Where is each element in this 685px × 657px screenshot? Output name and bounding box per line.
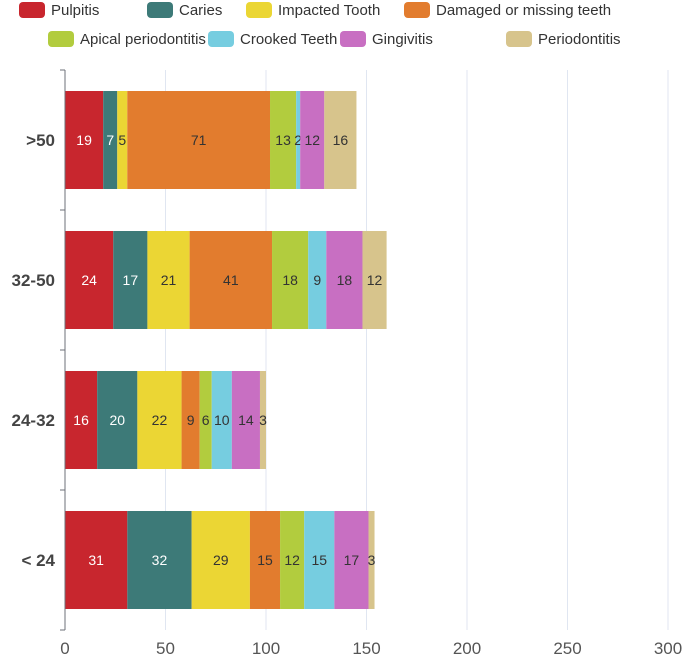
data-label-impacted-tooth-24: 29 xyxy=(213,552,229,568)
y-category-label-32-50: 32-50 xyxy=(12,271,55,290)
data-label-impacted-tooth-24-32: 22 xyxy=(152,412,168,428)
data-label-caries-24-32: 20 xyxy=(109,412,125,428)
bar-periodontitis-50 xyxy=(324,91,357,189)
data-label-gingivitis-32-50: 18 xyxy=(337,272,353,288)
data-label-crooked-teeth-24-32: 10 xyxy=(214,412,230,428)
x-tick-label-150: 150 xyxy=(352,639,380,657)
data-label-damaged-or-missing-teeth-24-32: 9 xyxy=(187,412,195,428)
data-label-apical-periodontitis-50: 13 xyxy=(275,132,291,148)
legend-label-caries[interactable]: Caries xyxy=(179,2,222,19)
data-label-gingivitis-50: 12 xyxy=(304,132,320,148)
data-label-crooked-teeth-32-50: 9 xyxy=(313,272,321,288)
data-label-gingivitis-24: 17 xyxy=(344,552,360,568)
data-label-periodontitis-50: 16 xyxy=(333,132,349,148)
bar-damaged-or-missing-teeth-32-50 xyxy=(189,231,273,329)
data-label-pulpitis-32-50: 24 xyxy=(81,272,97,288)
legend-label-damaged-or-missing-teeth[interactable]: Damaged or missing teeth xyxy=(436,2,611,19)
bar-crooked-teeth-32-50 xyxy=(308,231,327,329)
y-category-label-24-32: 24-32 xyxy=(12,411,55,430)
legend-label-apical-periodontitis[interactable]: Apical periodontitis xyxy=(80,31,206,48)
data-label-apical-periodontitis-24: 12 xyxy=(284,552,300,568)
bar-damaged-or-missing-teeth-24-32 xyxy=(181,371,200,469)
data-label-crooked-teeth-24: 15 xyxy=(311,552,327,568)
legend-swatch-damaged-or-missing-teeth[interactable] xyxy=(404,2,430,18)
data-label-caries-24: 32 xyxy=(152,552,168,568)
bar-crooked-teeth-50 xyxy=(296,91,301,189)
data-label-periodontitis-32-50: 12 xyxy=(367,272,383,288)
bar-caries-24 xyxy=(127,511,192,609)
bar-caries-50 xyxy=(103,91,118,189)
data-label-crooked-teeth-50: 2 xyxy=(294,132,302,148)
bar-pulpitis-50 xyxy=(65,91,104,189)
legend-swatch-pulpitis[interactable] xyxy=(19,2,45,18)
data-label-damaged-or-missing-teeth-32-50: 41 xyxy=(223,272,239,288)
legend-label-crooked-teeth[interactable]: Crooked Teeth xyxy=(240,31,337,48)
bar-damaged-or-missing-teeth-50 xyxy=(127,91,271,189)
legend-swatch-impacted-tooth[interactable] xyxy=(246,2,272,18)
bar-gingivitis-24-32 xyxy=(231,371,260,469)
y-category-label-50: >50 xyxy=(26,131,55,150)
bar-impacted-tooth-50 xyxy=(117,91,128,189)
x-tick-label-200: 200 xyxy=(453,639,481,657)
legend-swatch-caries[interactable] xyxy=(147,2,173,18)
legend-label-pulpitis[interactable]: Pulpitis xyxy=(51,2,99,19)
bar-pulpitis-32-50 xyxy=(65,231,114,329)
x-tick-label-0: 0 xyxy=(60,639,69,657)
legend-label-gingivitis[interactable]: Gingivitis xyxy=(372,31,433,48)
bar-gingivitis-24 xyxy=(334,511,369,609)
bar-apical-periodontitis-24-32 xyxy=(199,371,212,469)
bar-caries-24-32 xyxy=(97,371,138,469)
x-tick-label-100: 100 xyxy=(252,639,280,657)
legend-label-impacted-tooth[interactable]: Impacted Tooth xyxy=(278,2,380,19)
data-label-caries-32-50: 17 xyxy=(123,272,139,288)
bar-crooked-teeth-24 xyxy=(304,511,335,609)
bar-pulpitis-24 xyxy=(65,511,128,609)
x-tick-label-50: 50 xyxy=(156,639,175,657)
bar-impacted-tooth-24 xyxy=(191,511,250,609)
bar-apical-periodontitis-24 xyxy=(280,511,305,609)
data-label-periodontitis-24: 3 xyxy=(368,552,376,568)
y-category-label-24: < 24 xyxy=(21,551,55,570)
x-tick-label-250: 250 xyxy=(553,639,581,657)
bar-caries-32-50 xyxy=(113,231,148,329)
bar-crooked-teeth-24-32 xyxy=(211,371,232,469)
bar-pulpitis-24-32 xyxy=(65,371,98,469)
bar-periodontitis-24-32 xyxy=(259,371,266,469)
bar-apical-periodontitis-50 xyxy=(270,91,297,189)
data-label-periodontitis-24-32: 3 xyxy=(259,412,267,428)
data-label-apical-periodontitis-32-50: 18 xyxy=(282,272,298,288)
bar-periodontitis-24 xyxy=(368,511,375,609)
data-label-pulpitis-50: 19 xyxy=(76,132,92,148)
data-label-gingivitis-24-32: 14 xyxy=(238,412,254,428)
legend-swatch-gingivitis[interactable] xyxy=(340,31,366,47)
bar-impacted-tooth-24-32 xyxy=(137,371,182,469)
x-tick-label-300: 300 xyxy=(654,639,682,657)
legend-label-periodontitis[interactable]: Periodontitis xyxy=(538,31,621,48)
legend-swatch-apical-periodontitis[interactable] xyxy=(48,31,74,47)
bar-impacted-tooth-32-50 xyxy=(147,231,190,329)
bar-gingivitis-32-50 xyxy=(326,231,363,329)
bar-gingivitis-50 xyxy=(300,91,325,189)
axes: 0 50 100 150 200 250 300 < 24 24-32 32-50 >50 xyxy=(12,69,682,657)
bar-segments: 31 32 29 15 12 15 17 316 20 22 9 6 10 14 324 17 21 41 18 9 1… xyxy=(65,91,387,609)
legend-swatch-periodontitis[interactable] xyxy=(506,31,532,47)
bar-damaged-or-missing-teeth-24 xyxy=(249,511,281,609)
data-label-apical-periodontitis-24-32: 6 xyxy=(202,412,210,428)
data-label-caries-50: 7 xyxy=(106,132,114,148)
data-label-pulpitis-24-32: 16 xyxy=(73,412,89,428)
data-label-damaged-or-missing-teeth-50: 71 xyxy=(191,132,207,148)
data-label-impacted-tooth-32-50: 21 xyxy=(161,272,177,288)
data-label-damaged-or-missing-teeth-24: 15 xyxy=(257,552,273,568)
data-label-pulpitis-24: 31 xyxy=(88,552,104,568)
bar-apical-periodontitis-32-50 xyxy=(272,231,309,329)
bar-periodontitis-32-50 xyxy=(362,231,387,329)
legend: Pulpitis Caries Impacted Tooth Damaged or m… xyxy=(19,2,621,48)
data-label-impacted-tooth-50: 5 xyxy=(118,132,126,148)
legend-swatch-crooked-teeth[interactable] xyxy=(208,31,234,47)
